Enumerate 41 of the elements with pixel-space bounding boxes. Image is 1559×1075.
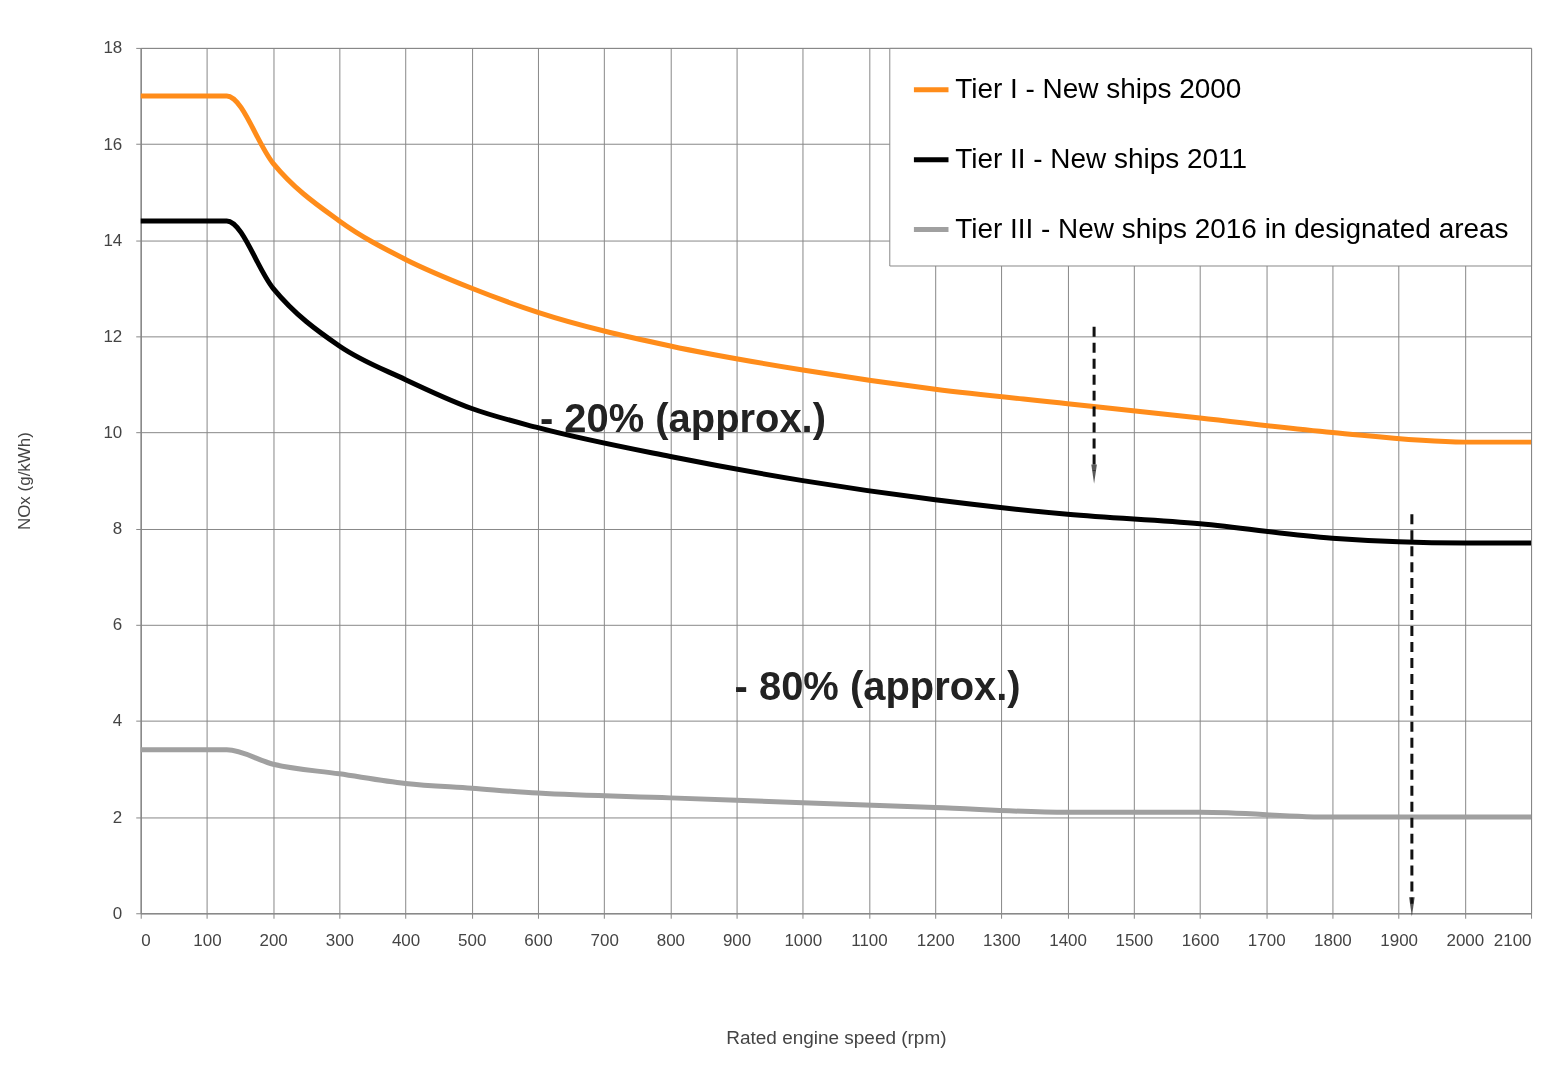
x-tick-label: 800 xyxy=(656,930,686,950)
y-tick-label: 18 xyxy=(103,38,123,58)
legend-label: Tier III - New ships 2016 in designated areas xyxy=(955,212,1509,244)
y-tick-label: 0 xyxy=(112,903,123,923)
y-tick-label: 8 xyxy=(112,519,123,539)
x-tick-label: 900 xyxy=(722,930,752,950)
x-tick-label: 1700 xyxy=(1247,930,1286,950)
x-tick-label: 1400 xyxy=(1049,930,1087,950)
x-tick-label: 1000 xyxy=(784,930,823,950)
y-tick-label: 14 xyxy=(103,230,123,250)
x-axis-title: Rated engine speed (rpm) xyxy=(726,1026,947,1048)
y-tick-label: 6 xyxy=(112,615,123,635)
y-tick-label: 16 xyxy=(103,134,123,154)
x-tick-label: 0 xyxy=(141,930,151,950)
x-tick-label: 1600 xyxy=(1181,930,1220,950)
annotation: - 20% (approx.) xyxy=(539,395,826,440)
annotation: - 80% (approx.) xyxy=(734,664,1021,709)
x-tick-label: 1800 xyxy=(1314,930,1352,950)
y-tick-label: 2 xyxy=(112,807,123,827)
line-series xyxy=(138,218,1534,546)
y-tick-label: 12 xyxy=(103,326,123,346)
x-tick-label: 200 xyxy=(259,930,288,950)
x-tick-label: 2100 xyxy=(1493,930,1532,950)
x-tick-label: 100 xyxy=(193,930,222,950)
line-series xyxy=(138,747,1534,820)
x-tick-label: 1100 xyxy=(851,930,888,950)
x-tick-label: 400 xyxy=(391,930,421,950)
y-tick-label: 4 xyxy=(112,711,123,731)
x-tick-label: 2000 xyxy=(1446,930,1485,950)
y-axis-title: NOx (g/kWh) xyxy=(14,432,34,531)
y-tick-label: 10 xyxy=(103,423,123,442)
x-tick-label: 300 xyxy=(325,930,354,950)
x-tick-label: 700 xyxy=(590,930,619,950)
x-tick-label: 600 xyxy=(524,930,553,950)
x-tick-label: 1200 xyxy=(916,930,955,950)
x-tick-label: 1900 xyxy=(1380,930,1418,950)
x-tick-label: 1300 xyxy=(983,930,1021,950)
legend-label: Tier II - New ships 2011 xyxy=(955,142,1248,174)
x-tick-label: 1500 xyxy=(1115,930,1154,950)
x-tick-label: 500 xyxy=(458,930,487,950)
legend-label: Tier I - New ships 2000 xyxy=(955,72,1242,104)
